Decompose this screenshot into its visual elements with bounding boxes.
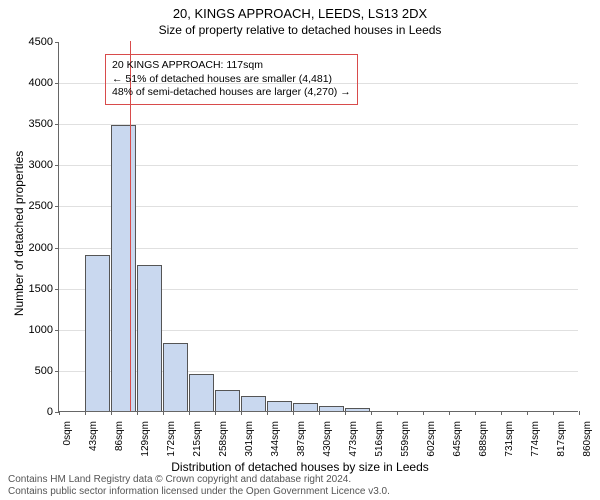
histogram-bar [267,401,292,411]
x-tick-label: 688sqm [478,417,489,457]
x-tick-label: 516sqm [374,417,385,457]
x-tick-label: 215sqm [192,417,203,457]
gridline [59,165,578,166]
x-axis-label: Distribution of detached houses by size … [0,460,600,474]
x-tick-mark [215,411,216,415]
x-tick-label: 430sqm [322,417,333,457]
x-tick-mark [59,411,60,415]
x-tick-mark [501,411,502,415]
histogram-bar [163,343,188,411]
x-tick-mark [85,411,86,415]
x-tick-mark [449,411,450,415]
x-tick-mark [345,411,346,415]
x-tick-label: 860sqm [582,417,593,457]
x-tick-label: 129sqm [140,417,151,457]
histogram-bar [111,125,136,411]
histogram-bar [241,396,266,411]
annotation-line: 20 KINGS APPROACH: 117sqm [112,59,351,73]
x-tick-label: 559sqm [400,417,411,457]
x-tick-mark [423,411,424,415]
gridline [59,124,578,125]
histogram-bar [319,406,344,411]
y-tick-mark [55,289,59,290]
x-tick-label: 86sqm [114,417,125,451]
y-tick-mark [55,330,59,331]
y-axis-label: Number of detached properties [12,151,26,316]
x-tick-label: 301sqm [244,417,255,457]
y-tick-mark [55,248,59,249]
x-tick-label: 731sqm [504,417,515,457]
x-tick-mark [475,411,476,415]
plot-region: 0500100015002000250030003500400045000sqm… [58,42,578,412]
histogram-bar [85,255,110,411]
x-tick-mark [579,411,580,415]
x-tick-mark [241,411,242,415]
histogram-bar [215,390,240,411]
x-tick-mark [319,411,320,415]
chart-area: 0500100015002000250030003500400045000sqm… [58,42,578,412]
histogram-bar [293,403,318,411]
x-tick-mark [397,411,398,415]
x-tick-label: 473sqm [348,417,359,457]
y-tick-mark [55,124,59,125]
x-tick-label: 258sqm [218,417,229,457]
x-tick-label: 43sqm [88,417,99,451]
x-tick-mark [553,411,554,415]
footer-line: Contains public sector information licen… [8,486,390,498]
y-tick-mark [55,206,59,207]
x-tick-label: 774sqm [530,417,541,457]
x-tick-mark [371,411,372,415]
x-tick-label: 387sqm [296,417,307,457]
x-tick-label: 602sqm [426,417,437,457]
y-tick-mark [55,42,59,43]
x-tick-mark [293,411,294,415]
x-tick-label: 344sqm [270,417,281,457]
gridline [59,248,578,249]
gridline [59,206,578,207]
footer-attribution: Contains HM Land Registry data © Crown c… [8,474,390,498]
page-title: 20, KINGS APPROACH, LEEDS, LS13 2DX [0,0,600,21]
annotation-line: 48% of semi-detached houses are larger (… [112,86,351,100]
y-tick-mark [55,371,59,372]
x-tick-mark [189,411,190,415]
x-tick-label: 0sqm [62,417,73,445]
x-tick-mark [111,411,112,415]
histogram-bar [345,408,370,411]
histogram-bar [137,265,162,411]
page-subtitle: Size of property relative to detached ho… [0,21,600,37]
annotation-box: 20 KINGS APPROACH: 117sqm← 51% of detach… [105,54,358,105]
x-tick-mark [267,411,268,415]
y-tick-mark [55,83,59,84]
x-tick-label: 817sqm [556,417,567,457]
x-tick-label: 172sqm [166,417,177,457]
x-tick-mark [137,411,138,415]
x-tick-mark [163,411,164,415]
annotation-line: ← 51% of detached houses are smaller (4,… [112,73,351,87]
x-tick-mark [527,411,528,415]
histogram-bar [189,374,214,411]
x-tick-label: 645sqm [452,417,463,457]
y-tick-mark [55,165,59,166]
footer-line: Contains HM Land Registry data © Crown c… [8,474,390,486]
